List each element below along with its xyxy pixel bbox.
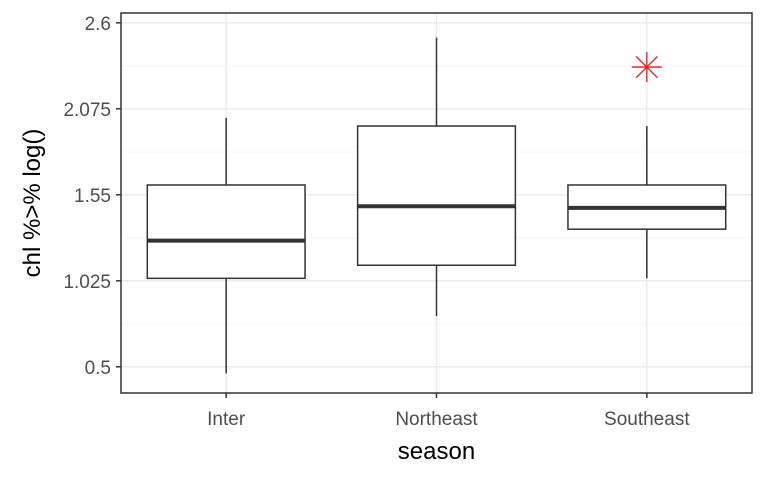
y-tick-label: 2.6 xyxy=(85,14,111,35)
box-inter xyxy=(146,117,306,374)
iqr-box xyxy=(146,184,306,280)
box-layer xyxy=(146,37,727,374)
y-axis-title: chl %>% log() xyxy=(19,129,46,278)
y-tick-label: 0.5 xyxy=(85,358,111,379)
iqr-box xyxy=(356,125,517,266)
y-tick-label: 1.025 xyxy=(63,272,111,293)
x-tick-label: Southeast xyxy=(604,409,690,430)
x-tick-label: Inter xyxy=(207,409,246,430)
y-tick-label: 1.55 xyxy=(74,186,111,207)
outlier-stroke xyxy=(635,55,658,79)
x-tick-label: Northeast xyxy=(395,409,478,430)
box-southeast xyxy=(567,126,727,279)
axis-layer: 0.5 1.025 1.55 2.075 2.6 Inter Northeast Southe… xyxy=(63,14,690,430)
outlier-point xyxy=(631,52,662,83)
box-northeast xyxy=(356,37,517,317)
x-axis-title: season xyxy=(398,438,475,465)
y-tick-label: 2.075 xyxy=(63,100,111,121)
